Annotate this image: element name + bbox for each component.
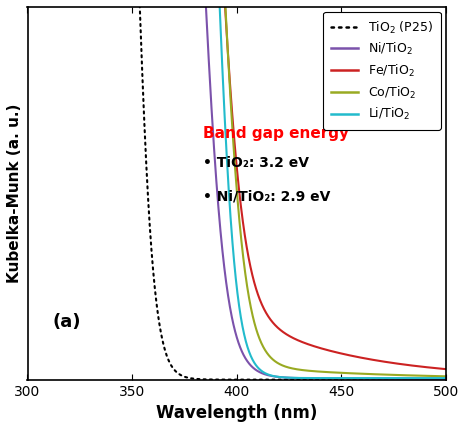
Text: Band gap energy: Band gap energy <box>203 126 349 141</box>
Text: • TiO₂: 3.2 eV: • TiO₂: 3.2 eV <box>203 156 309 170</box>
X-axis label: Wavelength (nm): Wavelength (nm) <box>156 404 317 422</box>
Legend: TiO$_2$ (P25), Ni/TiO$_2$, Fe/TiO$_2$, Co/TiO$_2$, Li/TiO$_2$: TiO$_2$ (P25), Ni/TiO$_2$, Fe/TiO$_2$, C… <box>323 12 441 130</box>
Y-axis label: Kubelka-Munk (a. u.): Kubelka-Munk (a. u.) <box>7 104 22 283</box>
Text: • Ni/TiO₂: 2.9 eV: • Ni/TiO₂: 2.9 eV <box>203 190 330 204</box>
Text: (a): (a) <box>53 314 81 332</box>
